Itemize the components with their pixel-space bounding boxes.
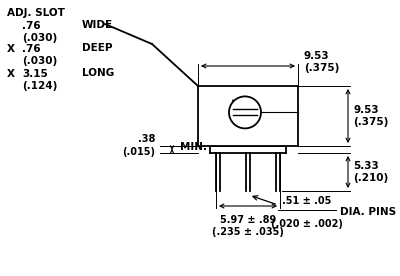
Text: .76
(.030): .76 (.030) xyxy=(22,21,57,43)
Bar xyxy=(198,86,298,146)
Text: ADJ. SLOT: ADJ. SLOT xyxy=(7,8,65,18)
Text: X: X xyxy=(7,69,15,79)
Circle shape xyxy=(229,96,261,128)
Text: (.020 ± .002): (.020 ± .002) xyxy=(271,219,343,229)
Text: .51 ± .05: .51 ± .05 xyxy=(282,196,332,206)
Text: WIDE: WIDE xyxy=(82,20,113,30)
Text: 9.53
(.375): 9.53 (.375) xyxy=(304,51,339,73)
Text: MIN.: MIN. xyxy=(180,142,207,153)
Text: 5.97 ± .89
(.235 ± .035): 5.97 ± .89 (.235 ± .035) xyxy=(212,215,284,237)
Text: 5.33
(.210): 5.33 (.210) xyxy=(353,161,388,183)
Text: .76
(.030): .76 (.030) xyxy=(22,44,57,67)
Text: DEEP: DEEP xyxy=(82,43,112,53)
Text: 3.15
(.124): 3.15 (.124) xyxy=(22,69,57,91)
Text: LONG: LONG xyxy=(82,68,114,78)
Text: X: X xyxy=(7,44,15,54)
Text: DIA. PINS: DIA. PINS xyxy=(340,207,396,217)
Text: .38
(.015): .38 (.015) xyxy=(122,134,155,157)
Text: 9.53
(.375): 9.53 (.375) xyxy=(353,105,388,127)
